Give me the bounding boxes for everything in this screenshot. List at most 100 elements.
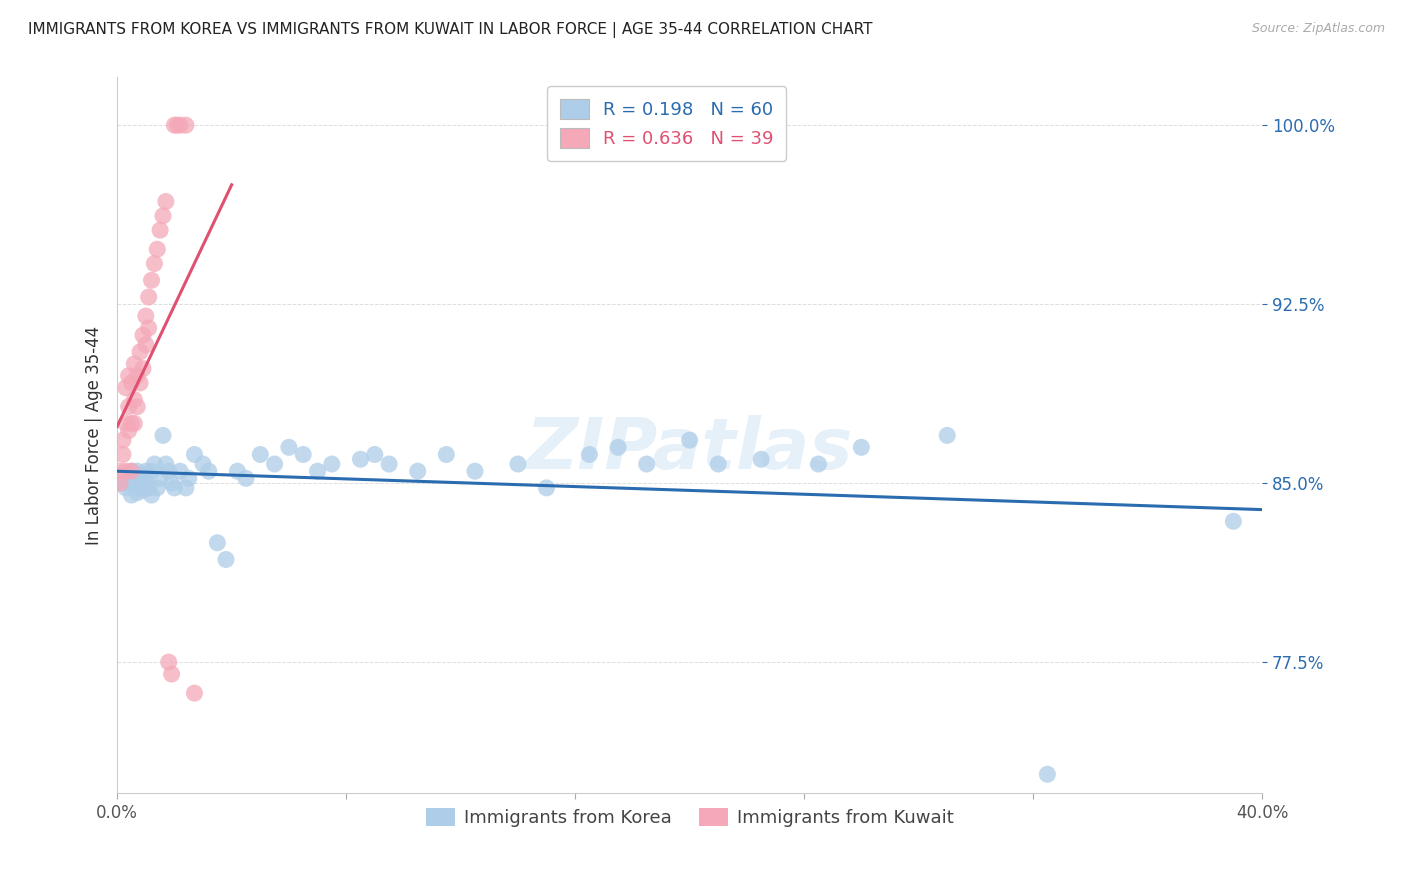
Point — [124, 417, 146, 431]
Point — [292, 448, 315, 462]
Point — [226, 464, 249, 478]
Point — [127, 464, 149, 478]
Point — [155, 194, 177, 209]
Point — [141, 464, 163, 478]
Point — [132, 361, 155, 376]
Point — [152, 428, 174, 442]
Point — [157, 464, 180, 478]
Text: Source: ZipAtlas.com: Source: ZipAtlas.com — [1251, 22, 1385, 36]
Point — [349, 452, 371, 467]
Point — [141, 488, 163, 502]
Text: IMMIGRANTS FROM KOREA VS IMMIGRANTS FROM KUWAIT IN LABOR FORCE | AGE 35-44 CORRE: IMMIGRANTS FROM KOREA VS IMMIGRANTS FROM… — [28, 22, 873, 38]
Point — [183, 686, 205, 700]
Text: ZIPatlas: ZIPatlas — [526, 415, 853, 484]
Point — [536, 481, 558, 495]
Point — [607, 440, 630, 454]
Point — [121, 464, 143, 478]
Point — [124, 392, 146, 407]
Point — [108, 476, 131, 491]
Point — [129, 471, 152, 485]
Point — [1036, 767, 1059, 781]
Point — [127, 400, 149, 414]
Point — [146, 242, 169, 256]
Point — [146, 481, 169, 495]
Point — [163, 481, 186, 495]
Point — [166, 118, 188, 132]
Point — [936, 428, 959, 442]
Point — [707, 457, 730, 471]
Point — [169, 118, 191, 132]
Point — [117, 424, 139, 438]
Point — [108, 464, 131, 478]
Point — [127, 368, 149, 383]
Point — [111, 476, 134, 491]
Point — [235, 471, 257, 485]
Point — [114, 481, 136, 495]
Point — [143, 457, 166, 471]
Point — [143, 256, 166, 270]
Point — [114, 464, 136, 478]
Point — [378, 457, 401, 471]
Point — [114, 381, 136, 395]
Point — [117, 368, 139, 383]
Point — [183, 448, 205, 462]
Point — [135, 464, 157, 478]
Point — [464, 464, 486, 478]
Point — [155, 457, 177, 471]
Point — [138, 321, 160, 335]
Point — [307, 464, 329, 478]
Point — [249, 448, 271, 462]
Point — [138, 481, 160, 495]
Point — [578, 448, 600, 462]
Point — [160, 476, 183, 491]
Point — [160, 667, 183, 681]
Point — [321, 457, 343, 471]
Point — [174, 118, 197, 132]
Point — [135, 337, 157, 351]
Point — [851, 440, 873, 454]
Point — [121, 488, 143, 502]
Point — [121, 376, 143, 390]
Point — [132, 469, 155, 483]
Point — [117, 400, 139, 414]
Point — [132, 328, 155, 343]
Point — [1222, 514, 1244, 528]
Point — [149, 471, 172, 485]
Point — [132, 483, 155, 498]
Point — [135, 309, 157, 323]
Point — [114, 417, 136, 431]
Legend: Immigrants from Korea, Immigrants from Kuwait: Immigrants from Korea, Immigrants from K… — [419, 801, 960, 834]
Point — [117, 471, 139, 485]
Point — [215, 552, 238, 566]
Point — [191, 457, 214, 471]
Point — [124, 357, 146, 371]
Point — [636, 457, 658, 471]
Point — [157, 655, 180, 669]
Point — [364, 448, 387, 462]
Y-axis label: In Labor Force | Age 35-44: In Labor Force | Age 35-44 — [86, 326, 103, 545]
Point — [124, 476, 146, 491]
Point — [129, 344, 152, 359]
Point — [111, 433, 134, 447]
Point — [152, 209, 174, 223]
Point — [141, 273, 163, 287]
Point — [177, 471, 200, 485]
Point — [277, 440, 299, 454]
Point — [138, 290, 160, 304]
Point — [127, 485, 149, 500]
Point — [121, 417, 143, 431]
Point — [149, 223, 172, 237]
Point — [506, 457, 529, 471]
Point — [163, 118, 186, 132]
Point — [678, 433, 700, 447]
Point — [174, 481, 197, 495]
Point — [129, 481, 152, 495]
Point — [197, 464, 219, 478]
Point — [749, 452, 772, 467]
Point — [169, 464, 191, 478]
Point — [207, 535, 229, 549]
Point — [129, 376, 152, 390]
Point — [263, 457, 285, 471]
Point — [111, 448, 134, 462]
Point — [807, 457, 830, 471]
